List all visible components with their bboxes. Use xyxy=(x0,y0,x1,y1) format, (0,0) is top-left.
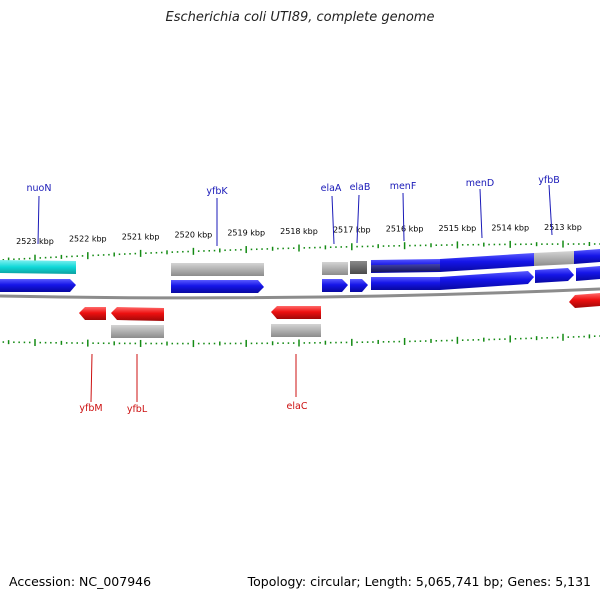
gene-elaB-arrow[interactable] xyxy=(350,279,368,292)
gene-edge-red-arrow[interactable] xyxy=(569,293,600,308)
leader-yfbB xyxy=(548,184,553,236)
gene-nuoN-arrow[interactable] xyxy=(0,279,76,292)
feature-yfbK-grey[interactable] xyxy=(171,263,264,276)
reverse-gene-labels: yfbM yfbL elaC xyxy=(79,353,308,415)
gene-yfbM-arrow[interactable] xyxy=(79,307,106,320)
outer-tick-scale xyxy=(2,240,600,262)
feature-yfbB-grey[interactable] xyxy=(534,251,574,266)
label-yfbB[interactable]: yfbB xyxy=(538,175,560,186)
map-title: Escherichia coli UTI89, complete genome xyxy=(165,10,435,25)
label-elaC[interactable]: elaC xyxy=(287,401,308,412)
feature-menF-navy[interactable] xyxy=(371,264,440,272)
gene-menF-arrow[interactable] xyxy=(371,277,440,290)
tick-labels: 2523 kbp 2522 kbp 2521 kbp 2520 kbp 2519 kbp… xyxy=(16,223,582,246)
forward-strand-genes xyxy=(0,266,600,293)
tick-label: 2519 kbp xyxy=(227,229,265,238)
label-yfbM[interactable]: yfbM xyxy=(79,403,102,414)
tick-label: 2518 kbp xyxy=(280,227,318,236)
leader-elaB xyxy=(356,194,360,244)
genome-summary-text: Topology: circular; Length: 5,065,741 bp… xyxy=(247,574,591,589)
tick-label: 2517 kbp xyxy=(333,226,371,235)
tick-label: 2516 kbp xyxy=(386,225,424,234)
feature-track-upper xyxy=(0,249,600,276)
label-menF[interactable]: menF xyxy=(390,181,417,192)
leader-nuoN xyxy=(37,195,40,245)
label-elaA[interactable]: elaA xyxy=(321,183,342,194)
label-elaB[interactable]: elaB xyxy=(350,182,371,193)
feature-elaB-dark[interactable] xyxy=(350,261,367,274)
label-menD[interactable]: menD xyxy=(466,178,494,189)
gene-yfbK-arrow[interactable] xyxy=(171,280,264,293)
genome-backbone xyxy=(0,287,600,300)
leader-menD xyxy=(479,188,483,239)
accession-text: Accession: NC_007946 xyxy=(9,574,152,589)
leader-menF xyxy=(402,192,405,242)
gene-elaA-arrow[interactable] xyxy=(322,279,348,292)
feature-elaA-grey[interactable] xyxy=(322,262,348,275)
reverse-strand-genes xyxy=(79,293,600,338)
tick-label: 2523 kbp xyxy=(16,237,54,246)
forward-gene-labels: nuoN yfbK elaA elaB menF menD yfbB xyxy=(27,175,560,246)
tick-label: 2513 kbp xyxy=(544,223,582,232)
label-yfbK[interactable]: yfbK xyxy=(206,186,228,197)
tick-label: 2521 kbp xyxy=(122,232,160,241)
leader-yfbM xyxy=(90,353,93,403)
inner-tick-scale xyxy=(2,333,600,348)
tick-label: 2522 kbp xyxy=(69,235,107,244)
tick-label: 2515 kbp xyxy=(439,224,477,233)
gene-edge-arrow[interactable] xyxy=(576,266,600,281)
tick-label: 2520 kbp xyxy=(175,230,213,239)
feature-nuoN-cyan[interactable] xyxy=(0,260,76,274)
gene-elaC-arrow[interactable] xyxy=(271,306,321,319)
feature-edge-blue[interactable] xyxy=(574,249,600,264)
label-yfbL[interactable]: yfbL xyxy=(127,404,148,415)
leader-elaA xyxy=(331,195,335,245)
feature-elaC-grey[interactable] xyxy=(271,324,321,337)
tick-label: 2514 kbp xyxy=(491,223,529,232)
label-nuoN[interactable]: nuoN xyxy=(27,183,52,194)
gene-yfbB-arrow[interactable] xyxy=(535,268,574,283)
gene-yfbL-arrow[interactable] xyxy=(111,307,164,321)
gene-menD-arrow[interactable] xyxy=(440,271,534,290)
feature-yfbL-grey[interactable] xyxy=(111,325,164,338)
feature-menD-blue[interactable] xyxy=(440,253,534,272)
